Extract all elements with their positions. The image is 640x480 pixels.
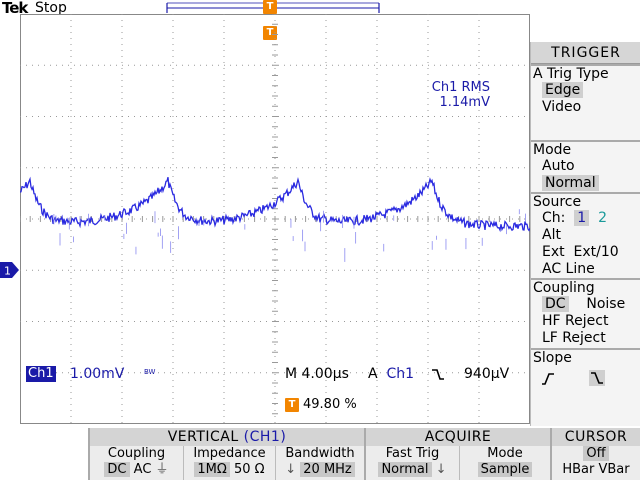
menu-trig-type[interactable]: A Trig Type Edge Video (531, 64, 640, 140)
ch1-volts-per-div: 1.00mV (70, 366, 125, 382)
source-ext[interactable]: Ext (542, 244, 565, 260)
menu-slope[interactable]: Slope (531, 348, 640, 426)
bottom-menu-bar: VERTICAL (CH1) Coupling DC AC ⏚ Impedanc… (88, 428, 640, 480)
trigger-source: Ch1 (386, 366, 415, 382)
waveform-graticule (20, 14, 530, 424)
rms-measurement: Ch1 RMS 1.14mV (380, 80, 490, 110)
measurement-label: Ch1 RMS (431, 80, 490, 95)
menu-source[interactable]: Source Ch: 1 2 Alt Ext Ext/10 AC Line (531, 192, 640, 282)
source-alt[interactable]: Alt (542, 227, 561, 243)
ground-icon: ⏚ (155, 462, 169, 477)
falling-edge-icon (432, 369, 444, 380)
mode-title: Mode (533, 142, 572, 158)
source-acline[interactable]: AC Line (542, 261, 595, 277)
trigger-mode-letter: A (368, 366, 378, 382)
vertical-coupling-label: Coupling (107, 446, 166, 461)
trigger-side-menu: TRIGGER A Trig Type Edge Video Mode Auto… (530, 42, 640, 426)
bandwidth-limit-indicator: BW (144, 368, 156, 376)
acquire-mode-value: Sample (477, 462, 533, 477)
trigger-position-badge: T (285, 398, 299, 412)
cursor-menu: CURSOR Off HBar VBar (550, 428, 640, 480)
menu-title: TRIGGER (531, 42, 640, 64)
cursor-button[interactable]: Off HBar VBar (552, 446, 640, 480)
fast-trig-button[interactable]: Fast Trig Normal ↓ (366, 446, 460, 480)
acquire-title: ACQUIRE (366, 428, 550, 446)
vertical-menu: VERTICAL (CH1) Coupling DC AC ⏚ Impedanc… (88, 428, 364, 480)
coupling-lf-reject[interactable]: LF Reject (542, 330, 606, 346)
vertical-title: VERTICAL (167, 429, 239, 445)
vertical-impedance-1m: 1MΩ (194, 462, 230, 477)
arrow-down-icon: ↓ (285, 462, 297, 477)
run-state: Stop (35, 0, 67, 16)
falling-edge-option-icon[interactable] (589, 370, 605, 386)
vertical-bandwidth-button[interactable]: Bandwidth ↓ 20 MHz (276, 446, 364, 480)
vertical-coupling-ac: AC (133, 462, 152, 477)
source-ext10[interactable]: Ext/10 (573, 244, 619, 260)
fast-trig-value: Normal (378, 462, 432, 477)
vertical-title-channel: (CH1) (243, 429, 287, 445)
trigger-position-value: 49.80 % (303, 397, 357, 412)
ch1-badge: Ch1 (26, 366, 56, 382)
slope-title: Slope (533, 350, 572, 366)
timebase-readout: M 4.00µs (285, 366, 349, 382)
source-title: Source (533, 194, 582, 210)
menu-coupling[interactable]: Coupling DC Noise HF Reject LF Reject (531, 278, 640, 348)
vertical-impedance-button[interactable]: Impedance 1MΩ 50 Ω (184, 446, 276, 480)
trigger-position-marker-top[interactable]: T (263, 0, 277, 14)
ch1-ground-marker[interactable]: 1 (0, 262, 20, 278)
fast-trig-label: Fast Trig (385, 446, 440, 461)
acquire-menu: ACQUIRE Fast Trig Normal ↓ Mode Sample (364, 428, 550, 480)
mode-normal[interactable]: Normal (542, 175, 599, 191)
cursor-value: Off (583, 446, 609, 461)
measurement-value: 1.14mV (439, 95, 490, 110)
arrow-down-icon: ↓ (435, 462, 447, 477)
rising-edge-icon[interactable] (541, 372, 555, 386)
vertical-coupling-button[interactable]: Coupling DC AC ⏚ (90, 446, 184, 480)
coupling-noise[interactable]: Noise (586, 296, 626, 312)
source-ch2[interactable]: 2 (598, 210, 608, 226)
menu-mode[interactable]: Mode Auto Normal (531, 140, 640, 191)
vertical-impedance-label: Impedance (193, 446, 266, 461)
mode-auto[interactable]: Auto (542, 158, 575, 174)
vertical-bandwidth-label: Bandwidth (285, 446, 355, 461)
source-ch1[interactable]: 1 (574, 210, 590, 226)
trig-type-title: A Trig Type (533, 66, 609, 82)
vertical-coupling-dc: DC (104, 462, 130, 477)
acquire-mode-label: Mode (487, 446, 523, 461)
svg-text:1: 1 (4, 265, 11, 278)
acquire-mode-button[interactable]: Mode Sample (460, 446, 550, 480)
cursor-title: CURSOR (552, 428, 640, 446)
trigger-level-readout: 940µV (464, 366, 510, 382)
vertical-bandwidth-value: 20 MHz (300, 462, 355, 477)
cursor-options: HBar VBar (562, 462, 630, 477)
source-ch-label: Ch: (542, 210, 566, 226)
coupling-dc[interactable]: DC (542, 296, 569, 312)
coupling-hf-reject[interactable]: HF Reject (542, 313, 609, 329)
ch1-waveform-trace (20, 176, 530, 233)
brand-logo: Tek (2, 0, 28, 17)
coupling-title: Coupling (533, 280, 595, 296)
trigger-position-marker[interactable]: T (263, 26, 277, 40)
trig-type-edge[interactable]: Edge (542, 82, 584, 98)
trig-type-video[interactable]: Video (542, 99, 582, 115)
trigger-source-readout: A Ch1 (368, 366, 414, 382)
vertical-impedance-50: 50 Ω (233, 462, 265, 477)
